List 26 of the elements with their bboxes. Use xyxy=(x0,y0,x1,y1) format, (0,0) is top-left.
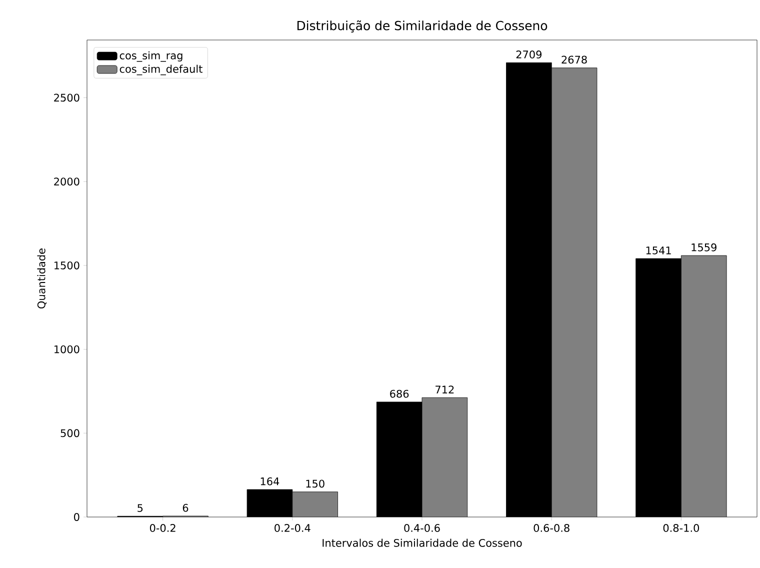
data-label: 2709 xyxy=(516,50,542,58)
x-tick-label: 0.4-0.6 xyxy=(404,524,440,532)
legend-label: cos_sim_rag xyxy=(120,51,182,62)
x-tick-label: 0-0.2 xyxy=(150,524,176,532)
data-label: 686 xyxy=(390,390,409,398)
data-label: 5 xyxy=(138,504,143,512)
legend-label: cos_sim_default xyxy=(120,64,202,76)
data-label: 150 xyxy=(306,480,324,488)
x-tick-label: 0.8-1.0 xyxy=(663,524,700,532)
y-tick-label: 2500 xyxy=(54,94,80,102)
data-label: 1541 xyxy=(646,246,671,254)
y-tick-label: 1000 xyxy=(54,345,80,354)
y-tick-label: 500 xyxy=(60,429,80,438)
y-tick-label: 1500 xyxy=(54,261,80,270)
data-label: 164 xyxy=(260,477,280,486)
x-axis-title: Intervalos de Similaridade de Cosseno xyxy=(322,538,522,547)
data-label: 712 xyxy=(436,386,454,394)
data-label: 6 xyxy=(182,504,188,512)
data-label: 1559 xyxy=(692,243,716,252)
x-tick-label: 0.6-0.8 xyxy=(534,524,570,532)
chart-title: Distribuição de Similaridade de Cosseno xyxy=(297,20,548,32)
y-tick-label: 0 xyxy=(74,513,80,521)
y-tick-label: 2000 xyxy=(54,178,80,186)
x-tick-label: 0.2-0.4 xyxy=(274,524,310,532)
y-axis-title: Quantidade xyxy=(37,248,47,308)
data-label: 2678 xyxy=(562,56,587,64)
